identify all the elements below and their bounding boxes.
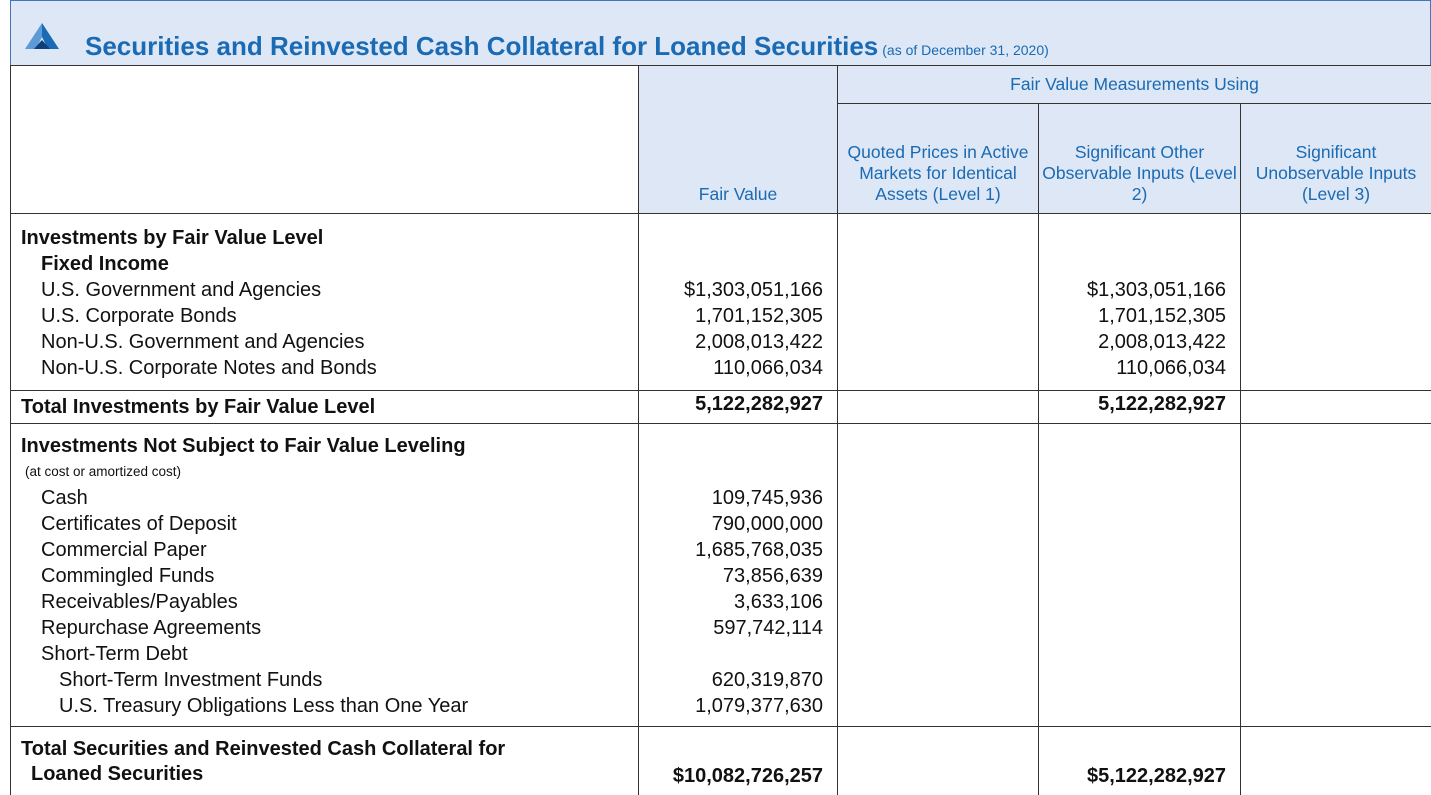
spacer [1039,615,1226,641]
row-label: Non-U.S. Government and Agencies [11,329,638,355]
spacer [639,459,823,485]
row-label: (at cost or amortized cost) [11,459,638,485]
spacer [1039,537,1226,563]
spacer [1039,225,1226,251]
spacer [1039,485,1226,511]
title-text: Securities and Reinvested Cash Collatera… [85,31,878,61]
row-label: U.S. Government and Agencies [11,277,638,303]
spacer [639,251,823,277]
column-header: Fair Value [639,66,838,214]
spacer [639,225,823,251]
row-label: Short-Term Debt [11,641,638,667]
value-cell [1241,727,1431,795]
value-cell: 5,122,282,927 [639,391,838,424]
row-label: Commingled Funds [11,563,638,589]
spacer [639,433,823,459]
logo [25,23,59,49]
level-2-value: 5,122,282,927 [1039,391,1226,417]
blank-header [11,66,639,214]
spacer [639,641,823,667]
fair-value: 1,079,377,630 [639,693,823,719]
column-header: Significant Unobservable Inputs (Level 3… [1241,104,1431,214]
value-cell [838,727,1039,795]
spacer [1039,693,1226,719]
label-cell: Total Securities and Reinvested Cash Col… [11,727,639,795]
spacer [1039,563,1226,589]
table: Fair Value Fair Value Measurements Using… [10,65,1431,795]
row-label: Repurchase Agreements [11,615,638,641]
table-row: Investments Not Subject to Fair Value Le… [11,424,1431,727]
title: Securities and Reinvested Cash Collatera… [85,31,1049,62]
value-cell: 5,122,282,927 [1039,391,1241,424]
fair-value: 2,008,013,422 [639,329,823,355]
fair-value: $1,303,051,166 [639,277,823,303]
fair-value: 110,066,034 [639,355,823,381]
spacer [1039,433,1226,459]
fair-value: 5,122,282,927 [639,391,823,417]
spacer [1039,589,1226,615]
subtitle: (as of December 31, 2020) [882,42,1049,58]
spacer [1039,251,1226,277]
row-label: Fixed Income [11,251,638,277]
row-label: Commercial Paper [11,537,638,563]
value-cell [1241,424,1431,727]
row-label: U.S. Corporate Bonds [11,303,638,329]
label-cell: Total Investments by Fair Value Level [11,391,639,424]
fair-value: 1,701,152,305 [639,303,823,329]
fair-value: 73,856,639 [639,563,823,589]
level-2-value: $1,303,051,166 [1039,277,1226,303]
value-cell: $10,082,726,257 [639,727,838,795]
fair-value: $10,082,726,257 [639,763,823,789]
fair-value: 3,633,106 [639,589,823,615]
level-2-value: $5,122,282,927 [1039,763,1226,789]
row-label: Investments by Fair Value Level [11,225,638,251]
value-cell [838,214,1039,391]
row-label: Certificates of Deposit [11,511,638,537]
fair-value: 109,745,936 [639,485,823,511]
value-cell [1039,424,1241,727]
spacer [1039,641,1226,667]
spacer [1039,667,1226,693]
value-cell [1241,391,1431,424]
value-cell [838,391,1039,424]
row-label: Total Securities and Reinvested Cash Col… [11,737,571,787]
spacer [1039,459,1226,485]
value-cell [1241,214,1431,391]
row-label: Total Investments by Fair Value Level [11,394,638,420]
table-row: Total Securities and Reinvested Cash Col… [11,727,1431,795]
value-cell: $5,122,282,927 [1039,727,1241,795]
group-header: Fair Value Measurements Using [838,66,1431,104]
column-header: Significant Other Observable Inputs (Lev… [1039,104,1241,214]
column-header: Quoted Prices in Active Markets for Iden… [838,104,1039,214]
title-bar: Securities and Reinvested Cash Collatera… [10,0,1431,65]
level-2-value: 110,066,034 [1039,355,1226,381]
fair-value: 1,685,768,035 [639,537,823,563]
row-label: Receivables/Payables [11,589,638,615]
fair-value: 597,742,114 [639,615,823,641]
fair-value: 620,319,870 [639,667,823,693]
spacer [1039,511,1226,537]
row-label: Cash [11,485,638,511]
value-cell [838,424,1039,727]
fair-value: 790,000,000 [639,511,823,537]
label-cell: Investments Not Subject to Fair Value Le… [11,424,639,727]
row-label: U.S. Treasury Obligations Less than One … [11,693,638,719]
level-2-value: 1,701,152,305 [1039,303,1226,329]
row-label: Non-U.S. Corporate Notes and Bonds [11,355,638,381]
row-label: Investments Not Subject to Fair Value Le… [11,433,638,459]
level-2-value: 2,008,013,422 [1039,329,1226,355]
row-label: Short-Term Investment Funds [11,667,638,693]
